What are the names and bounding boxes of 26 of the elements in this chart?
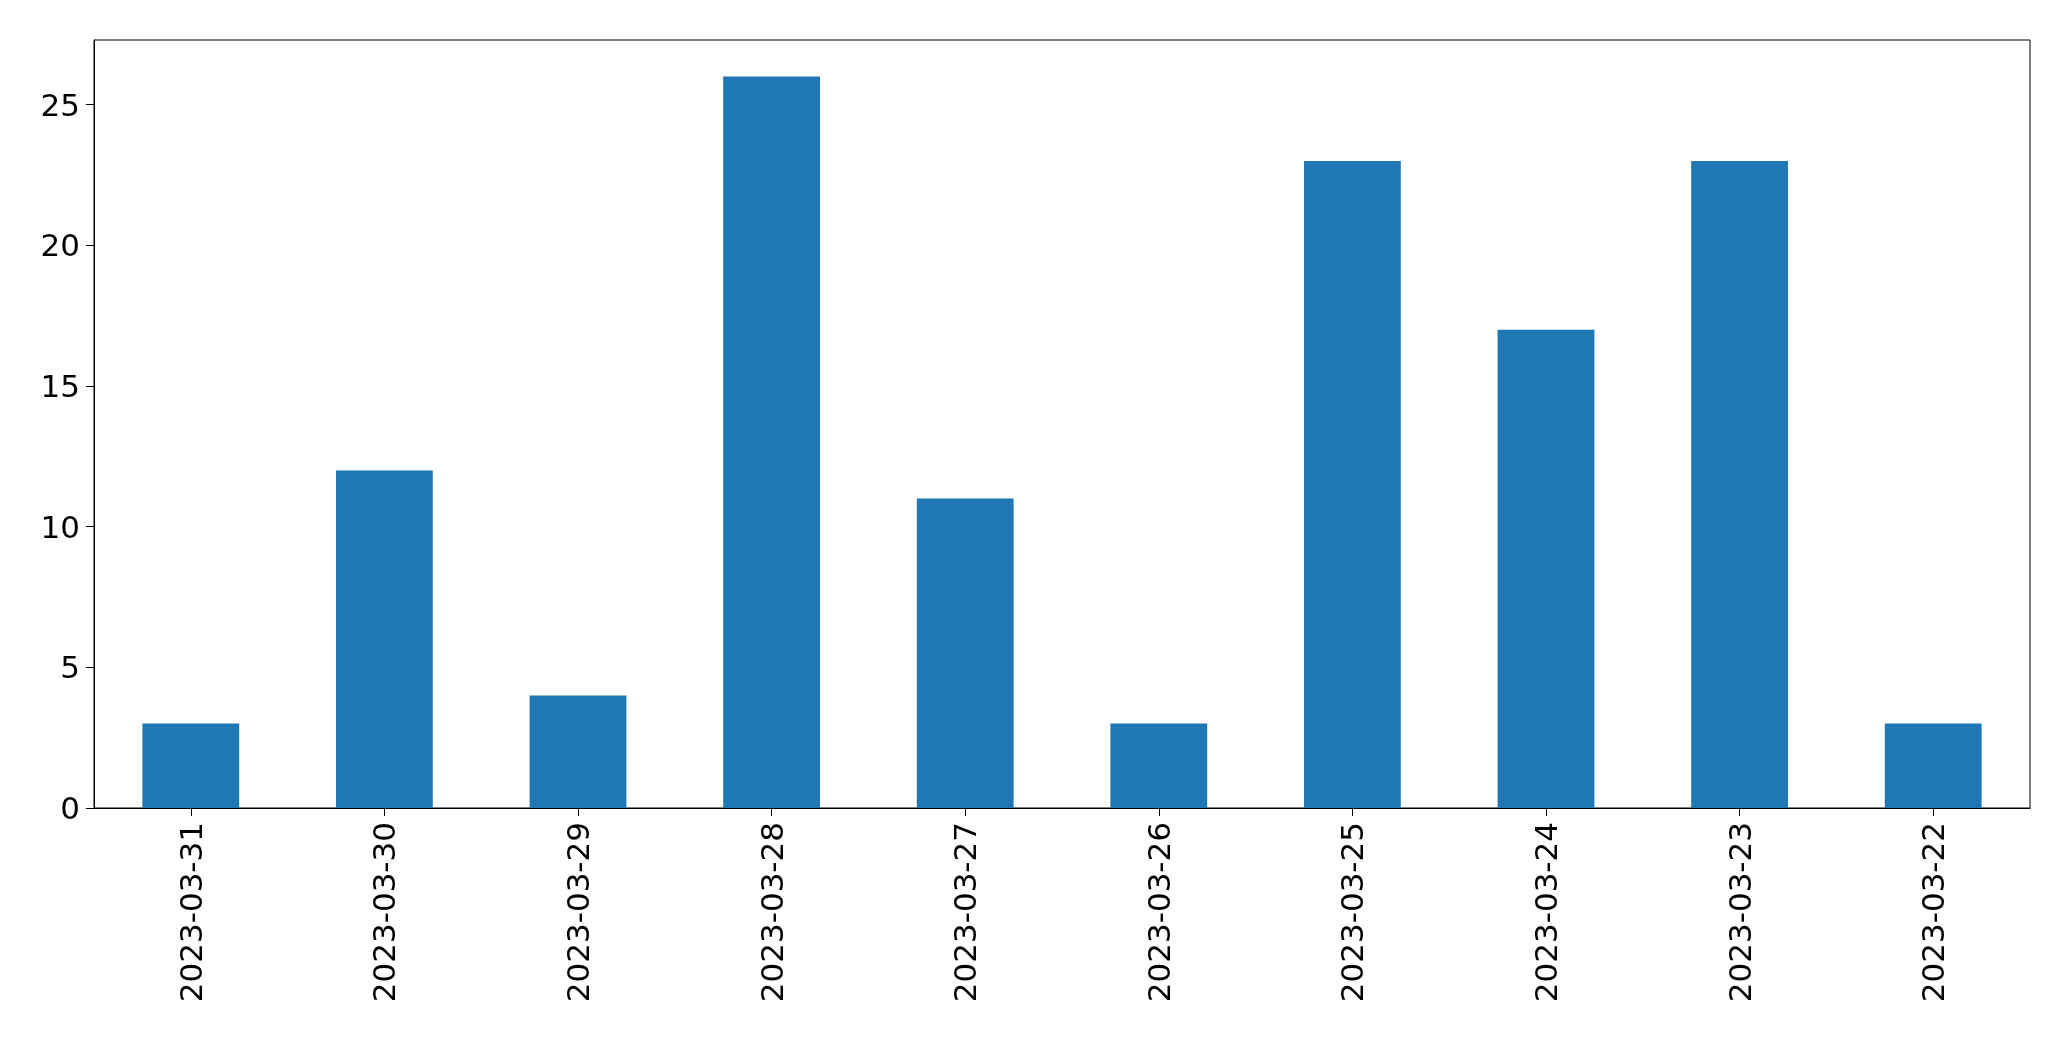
bar	[1497, 329, 1595, 808]
y-tick-label: 10	[40, 508, 80, 545]
bar	[916, 498, 1014, 808]
x-tick-label: 2023-03-22	[1915, 822, 1952, 1003]
x-tick-label: 2023-03-30	[366, 822, 403, 1003]
y-tick-label: 0	[60, 790, 80, 826]
x-tick-label: 2023-03-29	[560, 822, 596, 1003]
x-tick-label: 2023-03-28	[753, 822, 790, 1003]
bar	[1110, 723, 1208, 808]
bar	[529, 695, 627, 808]
x-tick-label: 2023-03-31	[172, 822, 209, 1003]
y-tick-label: 15	[40, 368, 80, 405]
x-tick-label: 2023-03-23	[1721, 822, 1758, 1003]
x-tick-label: 2023-03-25	[1334, 822, 1371, 1003]
bar	[723, 76, 820, 808]
y-tick-label: 20	[40, 227, 80, 264]
y-tick-label: 5	[60, 649, 80, 686]
bar	[336, 470, 433, 808]
y-tick-label: 25	[40, 86, 80, 123]
bar	[1304, 160, 1401, 808]
bar	[142, 723, 240, 808]
bar	[1884, 723, 1982, 808]
x-tick-label: 2023-03-24	[1528, 822, 1564, 1003]
bar	[1691, 160, 1788, 808]
x-tick-label: 2023-03-26	[1140, 822, 1177, 1003]
x-tick-label: 2023-03-27	[947, 822, 984, 1003]
